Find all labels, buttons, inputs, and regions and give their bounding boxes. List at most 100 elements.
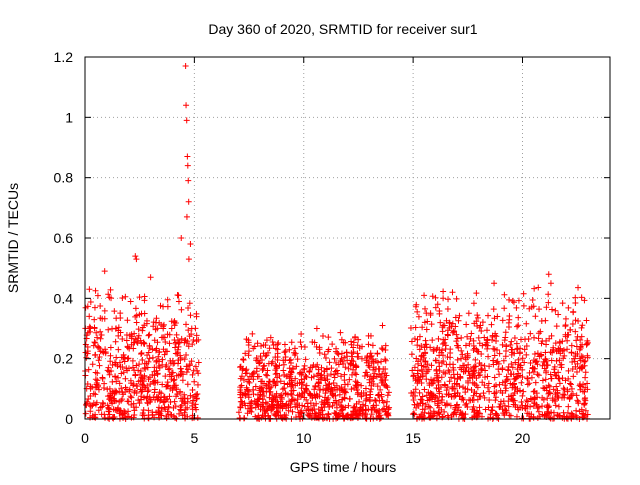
data-point [471, 345, 478, 352]
data-point [116, 380, 123, 387]
data-point [318, 364, 325, 371]
data-point [142, 384, 149, 391]
data-point [462, 342, 469, 349]
data-point [113, 315, 120, 322]
data-point [122, 293, 129, 300]
data-point [501, 305, 508, 312]
data-point [552, 307, 559, 314]
data-point [454, 389, 461, 396]
data-point [408, 338, 415, 345]
data-point [348, 338, 355, 345]
data-point [124, 317, 131, 324]
data-point [102, 350, 109, 357]
data-point [260, 403, 267, 410]
data-point [547, 280, 554, 287]
data-point [105, 393, 112, 400]
data-point [125, 365, 132, 372]
x-tick-label: 10 [296, 430, 312, 446]
data-point [325, 411, 332, 418]
data-point [463, 400, 470, 407]
data-point [87, 408, 94, 415]
data-point [440, 295, 447, 302]
data-point [274, 341, 281, 348]
data-point [312, 383, 319, 390]
data-point [412, 303, 419, 310]
data-point [170, 377, 177, 384]
data-point [482, 406, 489, 413]
data-point [444, 327, 451, 334]
data-point [552, 372, 559, 379]
data-point [184, 366, 191, 373]
data-point [140, 340, 147, 347]
data-point [421, 344, 428, 351]
data-point [515, 297, 522, 304]
data-point [120, 354, 127, 361]
data-point [97, 315, 104, 322]
data-point [416, 376, 423, 383]
data-point [474, 384, 481, 391]
data-point [521, 359, 528, 366]
data-point [281, 341, 288, 348]
data-point [497, 387, 504, 394]
data-point [132, 253, 139, 260]
data-point [419, 412, 426, 419]
data-point [519, 374, 526, 381]
data-point [510, 401, 517, 408]
data-point [535, 284, 542, 291]
data-point [450, 364, 457, 371]
data-point [337, 357, 344, 364]
data-point [161, 398, 168, 405]
data-point [369, 356, 376, 363]
data-point [570, 308, 577, 315]
data-point [269, 392, 276, 399]
data-point [322, 377, 329, 384]
data-point [187, 312, 194, 319]
data-point [178, 306, 185, 313]
data-point [410, 373, 417, 380]
data-point [92, 414, 99, 421]
data-point [301, 375, 308, 382]
data-point [238, 373, 245, 380]
data-point [162, 373, 169, 380]
data-point [122, 409, 129, 416]
data-point [384, 398, 391, 405]
data-point [423, 326, 430, 333]
data-point [250, 386, 257, 393]
data-point [458, 411, 465, 418]
data-point [517, 362, 524, 369]
data-point [188, 358, 195, 365]
data-point [264, 412, 271, 419]
data-point [456, 312, 463, 319]
data-point [474, 348, 481, 355]
data-point [178, 368, 185, 375]
data-point [252, 383, 259, 390]
data-point [248, 373, 255, 380]
data-point [288, 339, 295, 346]
data-point [185, 198, 192, 205]
data-point [264, 372, 271, 379]
data-point [338, 350, 345, 357]
data-point [173, 372, 180, 379]
data-point [374, 359, 381, 366]
data-point [190, 336, 197, 343]
data-point [439, 352, 446, 359]
data-point [87, 298, 94, 305]
data-point [338, 373, 345, 380]
data-point [243, 366, 250, 373]
data-point [149, 346, 156, 353]
data-point [562, 377, 569, 384]
data-point [95, 343, 102, 350]
data-point [532, 313, 539, 320]
data-point [106, 411, 113, 418]
data-point [458, 347, 465, 354]
data-point [174, 349, 181, 356]
data-point [135, 332, 142, 339]
data-point [336, 391, 343, 398]
data-point [278, 396, 285, 403]
data-point [338, 396, 345, 403]
data-point [494, 346, 501, 353]
data-point [442, 370, 449, 377]
data-point [147, 397, 154, 403]
data-point [557, 361, 564, 368]
data-point [350, 404, 357, 411]
